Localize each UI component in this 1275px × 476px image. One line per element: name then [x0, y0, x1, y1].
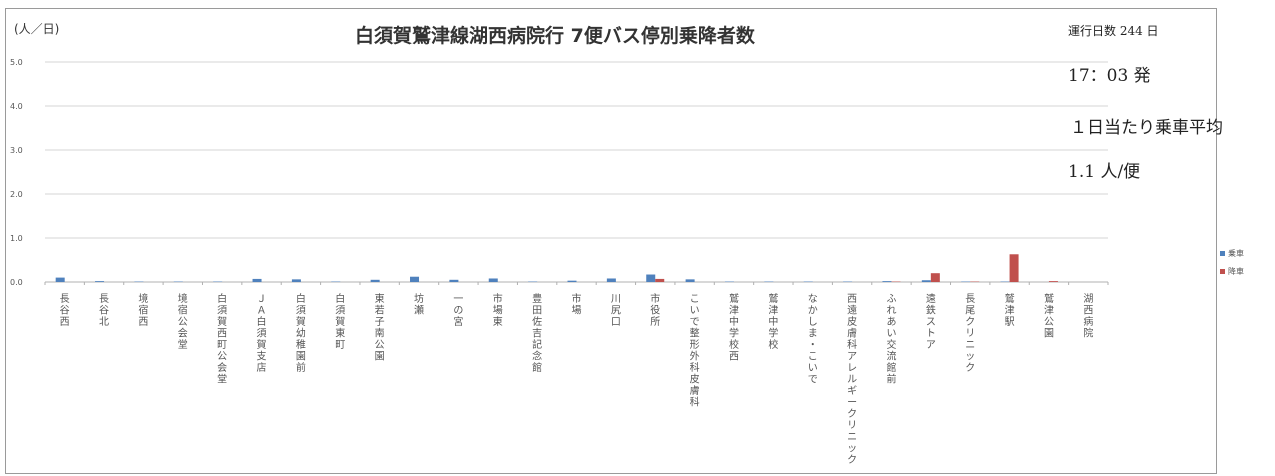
x-category-label: 一の宮 — [453, 294, 463, 328]
bar-boarding — [921, 280, 931, 282]
y-tick-label: 1.0 — [10, 234, 23, 243]
x-category-label: 坊瀬 — [414, 292, 424, 317]
bar-boarding — [95, 281, 105, 282]
x-category-label: 西遠皮膚科アレルギークリニック — [847, 294, 857, 466]
x-category-label: こいで整形外科皮膚科 — [690, 294, 700, 409]
legend-swatch — [1220, 251, 1225, 256]
legend-label: 乗車 — [1228, 248, 1244, 258]
chart-frame — [5, 8, 1217, 474]
y-tick-label: 0.0 — [10, 278, 23, 287]
x-category-label: ＪＡ白須賀支店 — [257, 294, 267, 374]
x-category-label: ふれあい交流館前 — [886, 293, 896, 386]
average-value: 1.1 人/便 — [1068, 162, 1141, 182]
x-category-label: 市場 — [572, 292, 582, 317]
x-category-label: 鷲津中学校西 — [729, 292, 739, 363]
x-category-label: 鷲津中学校 — [768, 292, 778, 351]
x-category-label: 白須賀東町 — [335, 292, 345, 351]
x-category-label: なかしま・こいで — [808, 293, 818, 386]
x-category-label: 東若子南公園 — [375, 292, 385, 363]
x-category-label: 境宿公会堂 — [178, 292, 188, 351]
x-category-label: 湖西病院 — [1083, 293, 1093, 340]
departure-time-text: 17：03 発 — [1068, 66, 1151, 86]
legend-label: 降車 — [1228, 266, 1244, 276]
y-unit-label: (人／日) — [14, 22, 60, 36]
bar-boarding — [646, 274, 656, 282]
bar-boarding — [606, 278, 616, 282]
x-category-label: 豊田佐吉記念館 — [532, 292, 542, 374]
x-category-label: 鷲津公園 — [1044, 292, 1054, 340]
y-tick-label: 2.0 — [10, 190, 23, 199]
y-tick-label: 5.0 — [10, 58, 23, 67]
x-category-label: 川尻口 — [611, 294, 621, 328]
bar-boarding — [55, 277, 65, 282]
average-label: １日当たり乗車平均 — [1070, 118, 1223, 138]
bar-boarding — [449, 279, 459, 282]
bar-boarding — [291, 279, 301, 282]
bar-alighting — [1048, 281, 1058, 282]
x-category-label: 市役所 — [650, 292, 660, 328]
legend-swatch — [1220, 269, 1225, 274]
bar-alighting — [1009, 254, 1019, 282]
bar-boarding — [685, 279, 695, 282]
x-category-label: 鷲津駅 — [1005, 292, 1015, 328]
x-category-label: 長谷西 — [60, 293, 70, 328]
operating-days-text: 運行日数 244 日 — [1068, 24, 1159, 38]
x-category-label: 遠鉄ストア — [926, 292, 936, 351]
x-category-label: 長尾クリニック — [965, 293, 975, 374]
y-tick-label: 3.0 — [10, 146, 23, 155]
bar-boarding — [567, 280, 577, 282]
x-category-label: 長谷北 — [99, 293, 109, 328]
bar-boarding — [488, 278, 498, 282]
x-category-label: 白須賀西町公会堂 — [217, 292, 227, 386]
bar-boarding — [882, 281, 892, 282]
x-category-label: 白須賀幼稚園前 — [296, 292, 306, 374]
bar-alighting — [930, 273, 940, 282]
y-tick-label: 4.0 — [10, 102, 23, 111]
bar-alighting — [655, 278, 665, 282]
chart-title: 白須賀鷲津線湖西病院行 7便バス停別乗降者数 — [355, 25, 755, 47]
bar-boarding — [410, 276, 420, 282]
x-category-label: 境宿西 — [138, 292, 148, 328]
bar-boarding — [252, 278, 262, 282]
bar-boarding — [370, 279, 380, 282]
x-category-label: 市場東 — [493, 292, 503, 328]
